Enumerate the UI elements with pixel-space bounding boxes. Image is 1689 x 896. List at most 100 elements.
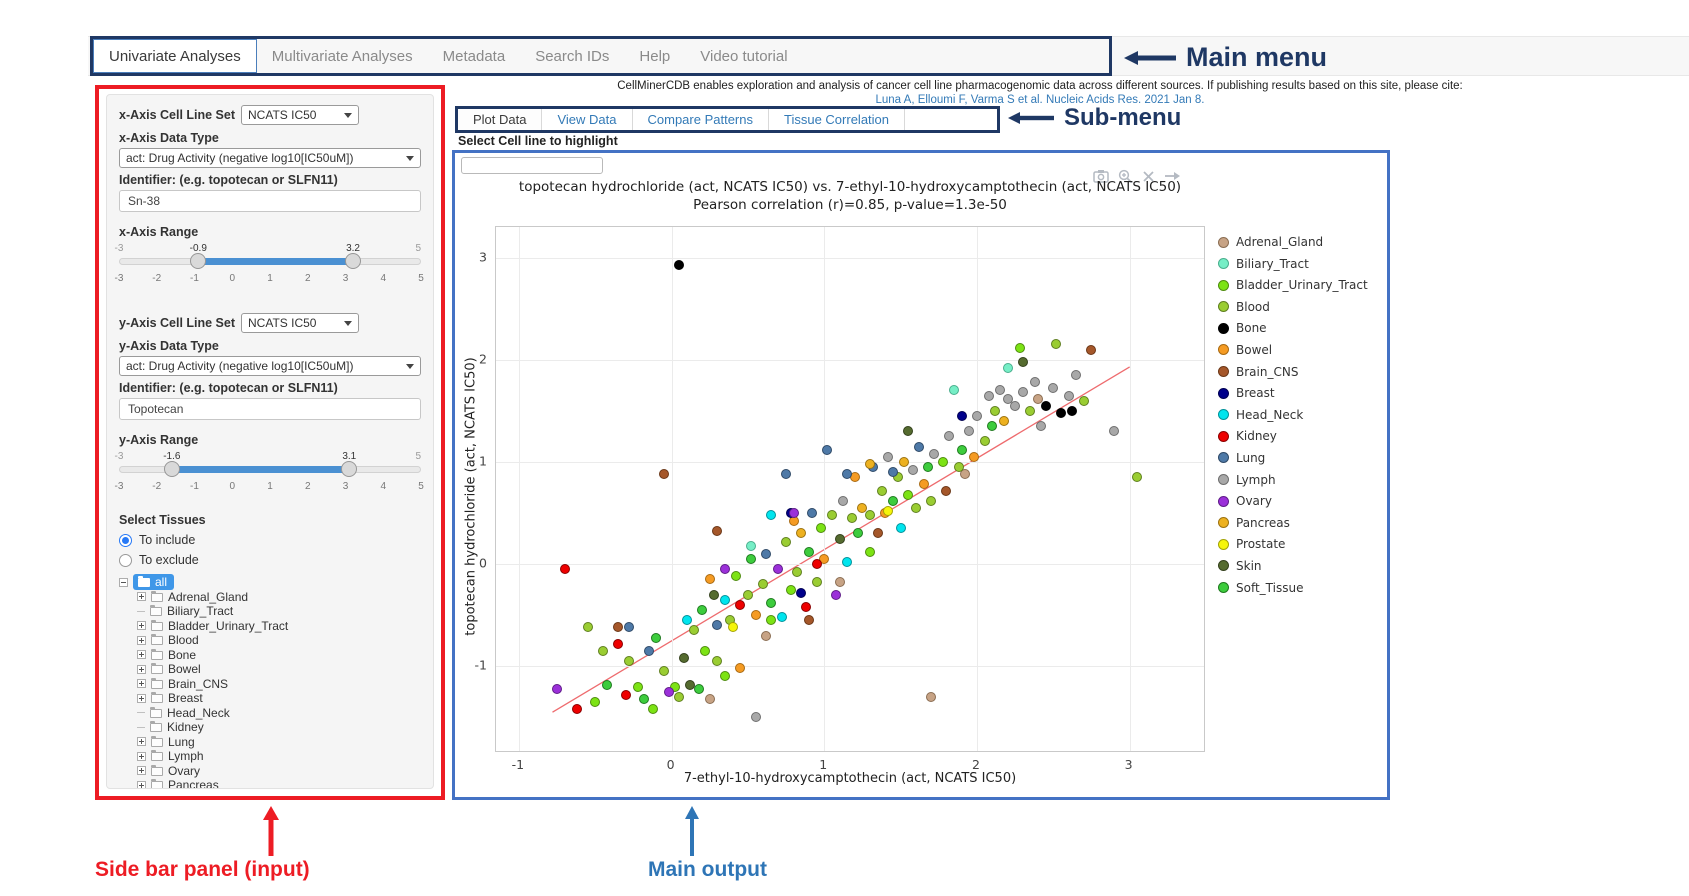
tree-node-kidney[interactable]: Kidney bbox=[137, 720, 421, 734]
legend-item-adrenal_gland[interactable]: Adrenal_Gland bbox=[1218, 235, 1368, 249]
data-point-soft_tissue bbox=[697, 605, 708, 615]
plus-toggle-icon[interactable] bbox=[137, 635, 146, 645]
slider-selected-range bbox=[171, 466, 350, 473]
nav-item-multivariate-analyses[interactable]: Multivariate Analyses bbox=[271, 47, 413, 65]
tree-node-head_neck[interactable]: Head_Neck bbox=[137, 706, 421, 720]
main-menu: Univariate Analyses Multivariate Analyses… bbox=[93, 39, 1109, 73]
close-icon[interactable] bbox=[1142, 170, 1155, 183]
data-point-breast bbox=[956, 410, 967, 421]
legend-item-ovary[interactable]: Ovary bbox=[1218, 494, 1368, 508]
highlight-label: Select Cell line to highlight bbox=[458, 134, 618, 148]
all-pill[interactable]: all bbox=[133, 574, 175, 590]
plus-toggle-icon[interactable] bbox=[137, 679, 146, 688]
nav-item-univariate-analyses[interactable]: Univariate Analyses bbox=[93, 39, 257, 73]
plus-toggle-icon[interactable] bbox=[137, 650, 146, 659]
tree-node-ovary[interactable]: Ovary bbox=[137, 764, 421, 778]
tree-node-bladder_urinary_tract[interactable]: Bladder_Urinary_Tract bbox=[137, 619, 421, 633]
camera-icon[interactable] bbox=[1093, 169, 1109, 183]
citation: CellMinerCDB enables exploration and ana… bbox=[455, 80, 1625, 106]
legend-item-breast[interactable]: Breast bbox=[1218, 386, 1368, 400]
nav-item-video-tutorial[interactable]: Video tutorial bbox=[700, 47, 788, 65]
plus-toggle-icon[interactable] bbox=[137, 664, 146, 674]
zoom-in-icon[interactable] bbox=[1118, 169, 1133, 183]
plus-toggle-icon[interactable] bbox=[137, 780, 146, 788]
data-point-blood bbox=[926, 495, 937, 506]
trendline bbox=[552, 366, 1130, 713]
tissues-exclude-radio[interactable]: To exclude bbox=[119, 553, 421, 567]
legend-item-brain_cns[interactable]: Brain_CNS bbox=[1218, 365, 1368, 379]
data-point-lung bbox=[712, 620, 723, 631]
slider-handle-high[interactable] bbox=[341, 461, 358, 477]
y-identifier-input[interactable] bbox=[119, 398, 421, 420]
submenu-item-view-data[interactable]: View Data bbox=[542, 109, 633, 130]
slider-handle-high[interactable] bbox=[345, 253, 362, 269]
data-point-pancreas bbox=[898, 456, 909, 467]
legend-item-bone[interactable]: Bone bbox=[1218, 321, 1368, 335]
nav-item-help[interactable]: Help bbox=[639, 47, 671, 65]
tree-node-lung[interactable]: Lung bbox=[137, 735, 421, 749]
arrow-icon[interactable] bbox=[1164, 170, 1180, 182]
y-axis-title: topotecan hydrochloride (act, NCATS IC50… bbox=[463, 357, 479, 636]
legend-item-lung[interactable]: Lung bbox=[1218, 451, 1368, 465]
x-range-slider[interactable]: -3 -0.9 3.2 5 -3 -2 -1 0 1 2 3 4 5 bbox=[115, 243, 424, 287]
slider-max-label: 5 bbox=[415, 451, 421, 462]
tree-node-biliary_tract[interactable]: Biliary_Tract bbox=[137, 604, 421, 618]
highlight-input[interactable] bbox=[461, 157, 603, 174]
slider-tick-label: -3 bbox=[114, 273, 124, 284]
legend-item-skin[interactable]: Skin bbox=[1218, 559, 1368, 573]
minus-toggle-icon[interactable] bbox=[119, 577, 128, 587]
y-cell-line-set-select[interactable]: NCATS IC50 bbox=[241, 313, 360, 333]
citation-link[interactable]: Luna A, Elloumi F, Varma S et al. Nuclei… bbox=[875, 94, 1205, 106]
tree-node-blood[interactable]: Blood bbox=[137, 633, 421, 647]
slider-tick-label: 3 bbox=[342, 273, 349, 284]
legend-item-kidney[interactable]: Kidney bbox=[1218, 429, 1368, 443]
chevron-down-icon bbox=[344, 112, 353, 118]
x-cell-line-set-select[interactable]: NCATS IC50 bbox=[241, 105, 360, 125]
submenu-item-compare-patterns[interactable]: Compare Patterns bbox=[633, 109, 769, 130]
legend-item-soft_tissue[interactable]: Soft_Tissue bbox=[1218, 581, 1368, 595]
data-point-lymph bbox=[907, 465, 918, 476]
plus-toggle-icon[interactable] bbox=[137, 592, 146, 601]
x-identifier-input[interactable] bbox=[119, 190, 421, 212]
tree-node-bone[interactable]: Bone bbox=[137, 648, 421, 662]
submenu-item-plot-data[interactable]: Plot Data bbox=[458, 109, 543, 130]
legend-item-blood[interactable]: Blood bbox=[1218, 300, 1368, 314]
plus-toggle-icon[interactable] bbox=[137, 621, 146, 630]
legend-item-biliary_tract[interactable]: Biliary_Tract bbox=[1218, 257, 1368, 271]
tree-node-brain_cns[interactable]: Brain_CNS bbox=[137, 677, 421, 691]
tissues-include-radio[interactable]: To include bbox=[119, 533, 421, 547]
y-range-slider[interactable]: -3 -1.6 3.1 5 -3 -2 -1 0 1 2 3 4 5 bbox=[115, 451, 424, 495]
y-identifier-label: Identifier: (e.g. topotecan or SLFN11) bbox=[119, 381, 338, 395]
nav-item-search-ids[interactable]: Search IDs bbox=[535, 47, 610, 65]
radio-icon bbox=[119, 553, 132, 567]
tree-node-pancreas[interactable]: Pancreas bbox=[137, 778, 421, 788]
tree-node-adrenal_gland[interactable]: Adrenal_Gland bbox=[137, 590, 421, 604]
plus-toggle-icon[interactable] bbox=[137, 766, 146, 775]
legend-item-prostate[interactable]: Prostate bbox=[1218, 537, 1368, 551]
nav-item-metadata[interactable]: Metadata bbox=[442, 47, 506, 65]
x-data-type-select[interactable]: act: Drug Activity (negative log10[IC50u… bbox=[119, 148, 421, 168]
data-point-blood bbox=[658, 666, 669, 677]
y-data-type-select[interactable]: act: Drug Activity (negative log10[IC50u… bbox=[119, 356, 421, 376]
submenu-item-tissue-correlation[interactable]: Tissue Correlation bbox=[769, 109, 906, 130]
plus-toggle-icon[interactable] bbox=[137, 693, 146, 703]
slider-handle-low[interactable] bbox=[190, 253, 207, 269]
tree-node-bowel[interactable]: Bowel bbox=[137, 662, 421, 676]
legend-item-pancreas[interactable]: Pancreas bbox=[1218, 516, 1368, 530]
sidebar-panel: x-Axis Cell Line Set NCATS IC50 x-Axis D… bbox=[106, 94, 434, 789]
plus-toggle-icon[interactable] bbox=[137, 737, 146, 746]
plus-toggle-icon[interactable] bbox=[137, 751, 146, 761]
tree-node-lymph[interactable]: Lymph bbox=[137, 749, 421, 763]
data-point-lymph bbox=[944, 431, 955, 442]
tree-node-breast[interactable]: Breast bbox=[137, 691, 421, 705]
legend-item-lymph[interactable]: Lymph bbox=[1218, 473, 1368, 487]
data-point-head_neck bbox=[765, 510, 776, 521]
slider-handle-low[interactable] bbox=[163, 461, 180, 477]
legend-item-bowel[interactable]: Bowel bbox=[1218, 343, 1368, 357]
data-point-bowel bbox=[968, 451, 979, 462]
tree-node-all[interactable]: all bbox=[119, 574, 421, 590]
legend-item-bladder_urinary_tract[interactable]: Bladder_Urinary_Tract bbox=[1218, 278, 1368, 292]
y-tick-label: 0 bbox=[479, 555, 487, 571]
legend-item-head_neck[interactable]: Head_Neck bbox=[1218, 408, 1368, 422]
data-point-lung bbox=[807, 507, 818, 518]
